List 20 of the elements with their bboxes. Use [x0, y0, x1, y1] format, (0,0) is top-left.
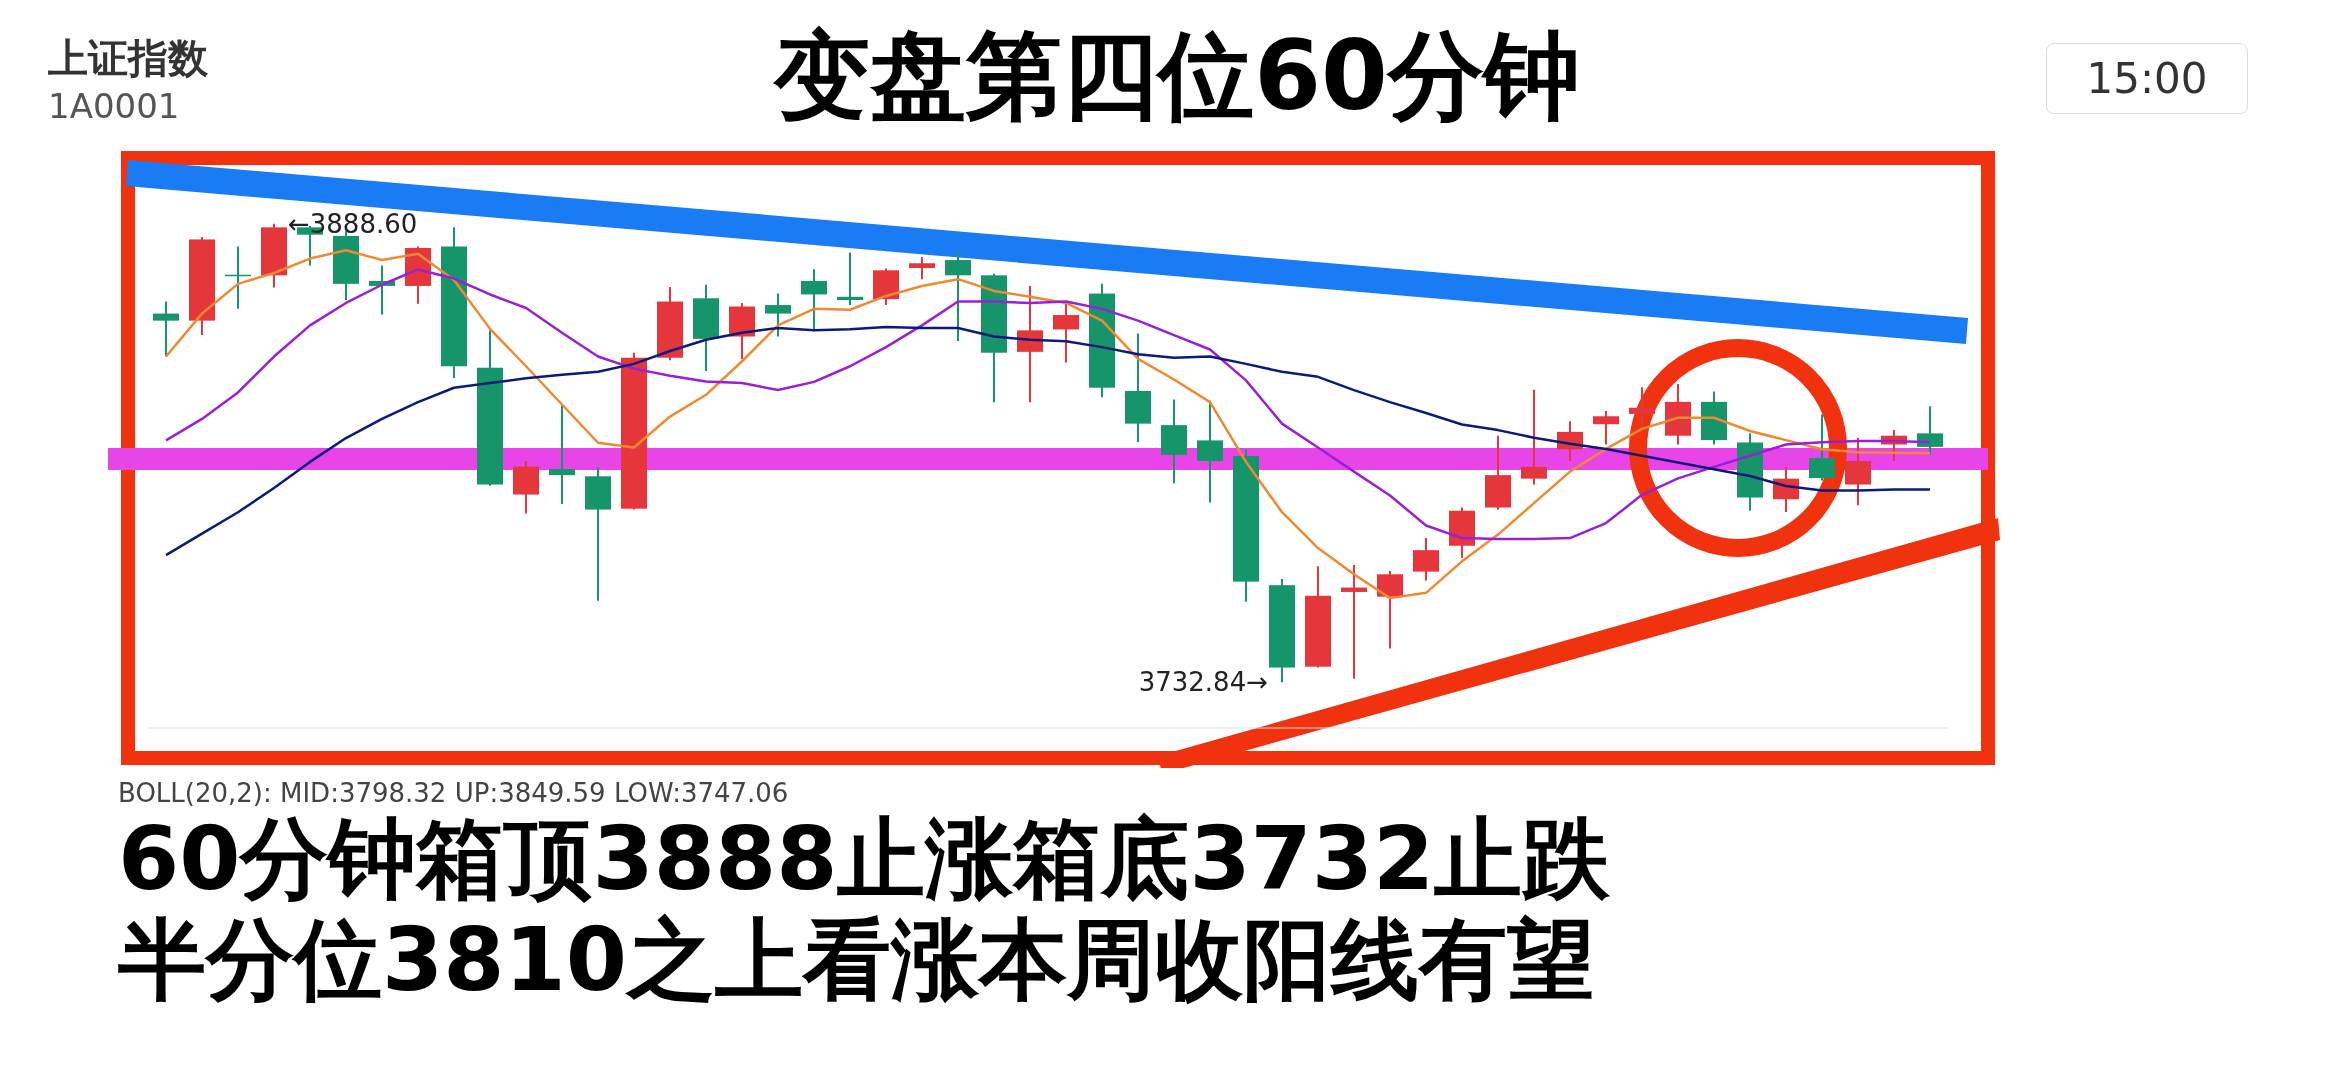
annotation: ←3888.60: [288, 209, 418, 240]
text: 60分钟箱顶3888止涨箱底3732止跌: [118, 807, 1612, 910]
text: 15:00: [2046, 42, 2248, 114]
candlestick: [909, 256, 935, 281]
candlestick: [1341, 563, 1367, 680]
candlestick: [945, 250, 971, 342]
text: 上证指数: [48, 33, 209, 83]
chart-title: 变盘第四位60分钟: [772, 19, 1581, 134]
candlestick: [1521, 388, 1547, 486]
annotation: 3732.84→: [1138, 667, 1268, 698]
text: BOLL(20,2): MID:3798.32 UP:3849.59 LOW:3747.06: [118, 778, 790, 808]
text: 半分位3810之上看涨本周收阳线有望: [118, 908, 1596, 1012]
candlestick: [1629, 386, 1655, 426]
candlestick: [837, 251, 863, 307]
candlestick: [765, 292, 791, 338]
candlestick: [1593, 409, 1619, 446]
candlestick: [153, 300, 179, 358]
text: 1A0001: [48, 85, 181, 126]
candlestick: [801, 268, 827, 332]
candlestick: [549, 403, 575, 505]
